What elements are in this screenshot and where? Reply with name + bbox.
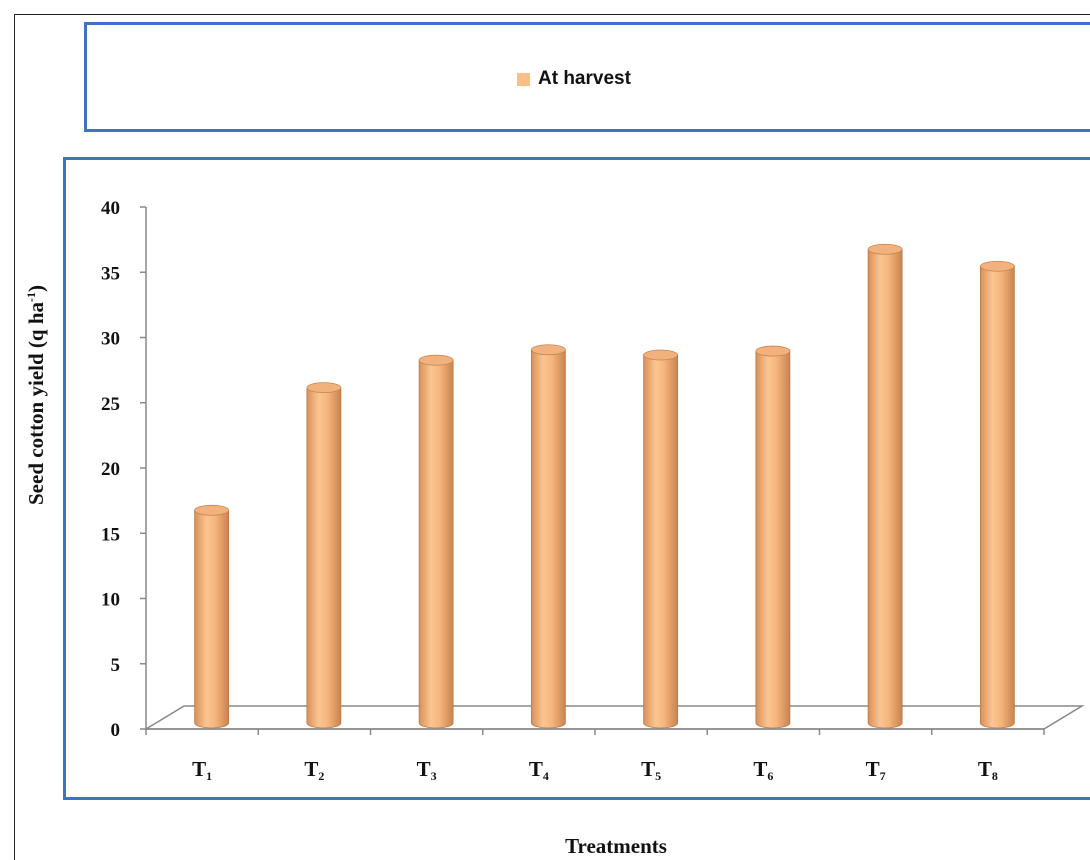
chart-floor-plane [143, 705, 1085, 730]
bar [306, 382, 342, 729]
y-axis-title: Seed cotton yield (q ha-1) [24, 285, 48, 505]
y-tick-label: 30 [101, 329, 120, 350]
x-tick-label: T4 [529, 757, 549, 783]
bar-top [530, 344, 566, 356]
bar [643, 349, 679, 729]
bar-top [306, 382, 342, 394]
bar-body [530, 349, 566, 729]
y-tick-label: 40 [101, 198, 120, 219]
bar [755, 345, 791, 729]
y-tick-label: 20 [101, 459, 120, 480]
bar [867, 243, 903, 729]
bar-body [306, 387, 342, 729]
bar-top [194, 504, 230, 516]
bar-top [643, 349, 679, 361]
bar-body [643, 354, 679, 729]
bar-body [867, 248, 903, 729]
labels: 0 5 10 15 20 25 30 35 40 T1 T2 T3 T4 T5 T6 T7 T8 Seed cot… [24, 198, 998, 858]
bar-body [755, 350, 791, 729]
y-tick-label: 15 [101, 524, 120, 545]
y-tick-label: 25 [101, 394, 120, 415]
y-tick-label: 5 [111, 655, 121, 676]
bar-top [979, 260, 1015, 272]
bars [194, 243, 1015, 729]
bar-body [418, 359, 454, 729]
bar-top [867, 243, 903, 255]
bar [194, 504, 230, 729]
bar [418, 354, 454, 729]
x-tick-label: T8 [978, 757, 998, 783]
x-tick-label: T1 [192, 757, 212, 783]
x-axis-title: Treatments [565, 834, 667, 858]
plot-area-box [63, 157, 1090, 800]
x-tick-label: T6 [753, 757, 773, 783]
y-tick-label: 35 [101, 263, 120, 284]
figure-frame [14, 14, 1090, 860]
y-tick-label: 10 [101, 590, 120, 611]
legend-label: At harvest [538, 68, 631, 89]
y-tick-label: 0 [111, 720, 121, 741]
bar-top [755, 345, 791, 357]
axes [140, 206, 1045, 735]
legend-swatch [517, 72, 530, 86]
chart-floor [143, 705, 1085, 730]
x-tick-label: T3 [417, 757, 437, 783]
bar-body [979, 265, 1015, 729]
legend-item: At harvest [517, 68, 631, 90]
x-tick-label: T2 [304, 757, 324, 783]
x-tick-label: T7 [866, 757, 886, 783]
bar [530, 344, 566, 729]
bar-top [418, 354, 454, 366]
bar-body [194, 509, 230, 729]
x-tick-label: T5 [641, 757, 661, 783]
bar [979, 260, 1015, 729]
legend-box: At harvest [84, 22, 1090, 132]
